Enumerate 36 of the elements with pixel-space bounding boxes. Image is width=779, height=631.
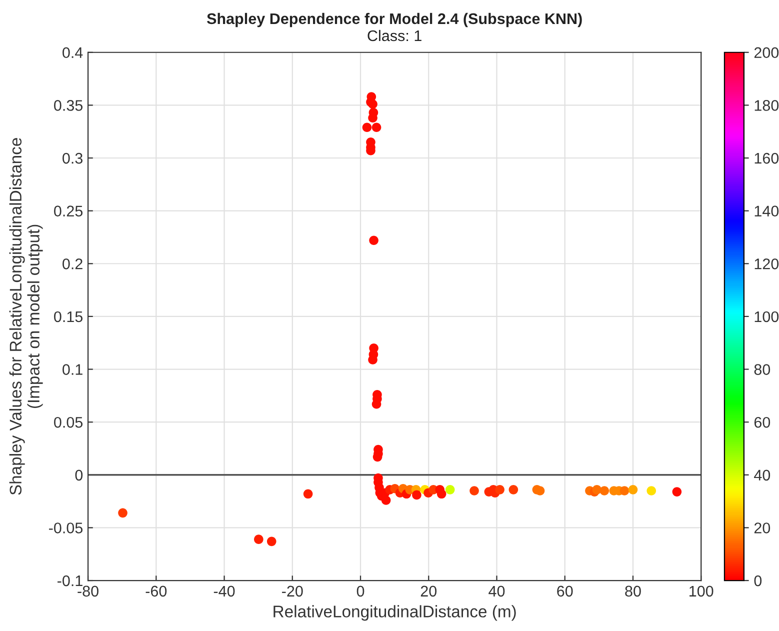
y-tick-label: 0.05 xyxy=(54,416,83,428)
color-bar-label: 200 xyxy=(754,47,779,58)
x-tick-label: 40 xyxy=(488,586,505,597)
y-tick-label: 0.35 xyxy=(54,100,83,111)
color-bar-label: 0 xyxy=(754,575,762,586)
y-tick-label: 0.25 xyxy=(54,206,83,217)
x-tick-label: 80 xyxy=(625,586,641,597)
x-tick-label: -40 xyxy=(214,586,235,597)
x-tick-label: -20 xyxy=(282,586,303,597)
y-tick-label: 0 xyxy=(75,470,83,481)
x-axis-title: RelativeLongitudinalDistance (m) xyxy=(274,605,516,621)
color-bar-label: 160 xyxy=(754,152,779,164)
color-bar-label: 180 xyxy=(754,100,779,111)
color-bar-label: 120 xyxy=(754,258,779,270)
chart-title: Shapley Dependence for Model 2.4 (Subspace KNN) xyxy=(206,12,582,28)
x-tick-label: -80 xyxy=(78,586,98,597)
y-tick-label: 0.15 xyxy=(54,311,83,322)
color-bar-label: 60 xyxy=(754,416,770,428)
color-bar-label: 140 xyxy=(754,206,779,217)
y-tick-label: 0.4 xyxy=(62,47,83,58)
color-bar-label: 20 xyxy=(754,522,770,534)
y-tick-label: -0.1 xyxy=(58,575,82,586)
chart-subtitle: Class: 1 xyxy=(368,30,422,42)
color-bar-label: 40 xyxy=(754,470,770,481)
y-tick-label: -0.05 xyxy=(49,522,83,534)
y-tick-label: 0.1 xyxy=(62,364,82,375)
y-tick-label: 0.2 xyxy=(62,258,82,270)
x-tick-label: 0 xyxy=(356,586,364,597)
x-tick-label: -60 xyxy=(146,586,167,597)
x-tick-label: 60 xyxy=(557,586,573,597)
x-tick-label: 20 xyxy=(420,586,437,597)
x-tick-label: 100 xyxy=(690,586,714,597)
y-axis-title: Shapley Values for RelativeLongitudinalDistance (Impact on model output) xyxy=(9,138,43,495)
color-bar-label: 80 xyxy=(754,364,770,375)
y-tick-label: 0.3 xyxy=(62,152,82,164)
color-bar-label: 100 xyxy=(754,311,779,322)
